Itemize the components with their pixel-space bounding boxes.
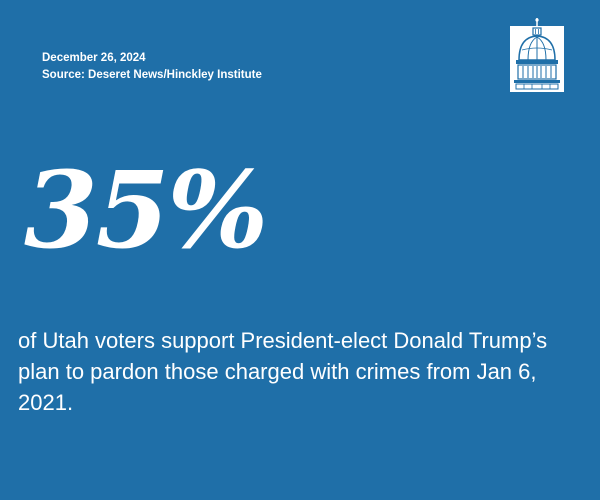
publish-date: December 26, 2024: [42, 52, 146, 64]
header-meta: December 26, 2024 Source: Deseret News/H…: [42, 50, 262, 84]
source-credit: Source: Deseret News/Hinckley Institute: [42, 69, 262, 81]
capitol-dome-icon: [510, 18, 564, 92]
survey-statement: of Utah voters support President-elect D…: [18, 328, 548, 415]
big-percentage: 35%: [24, 147, 268, 272]
